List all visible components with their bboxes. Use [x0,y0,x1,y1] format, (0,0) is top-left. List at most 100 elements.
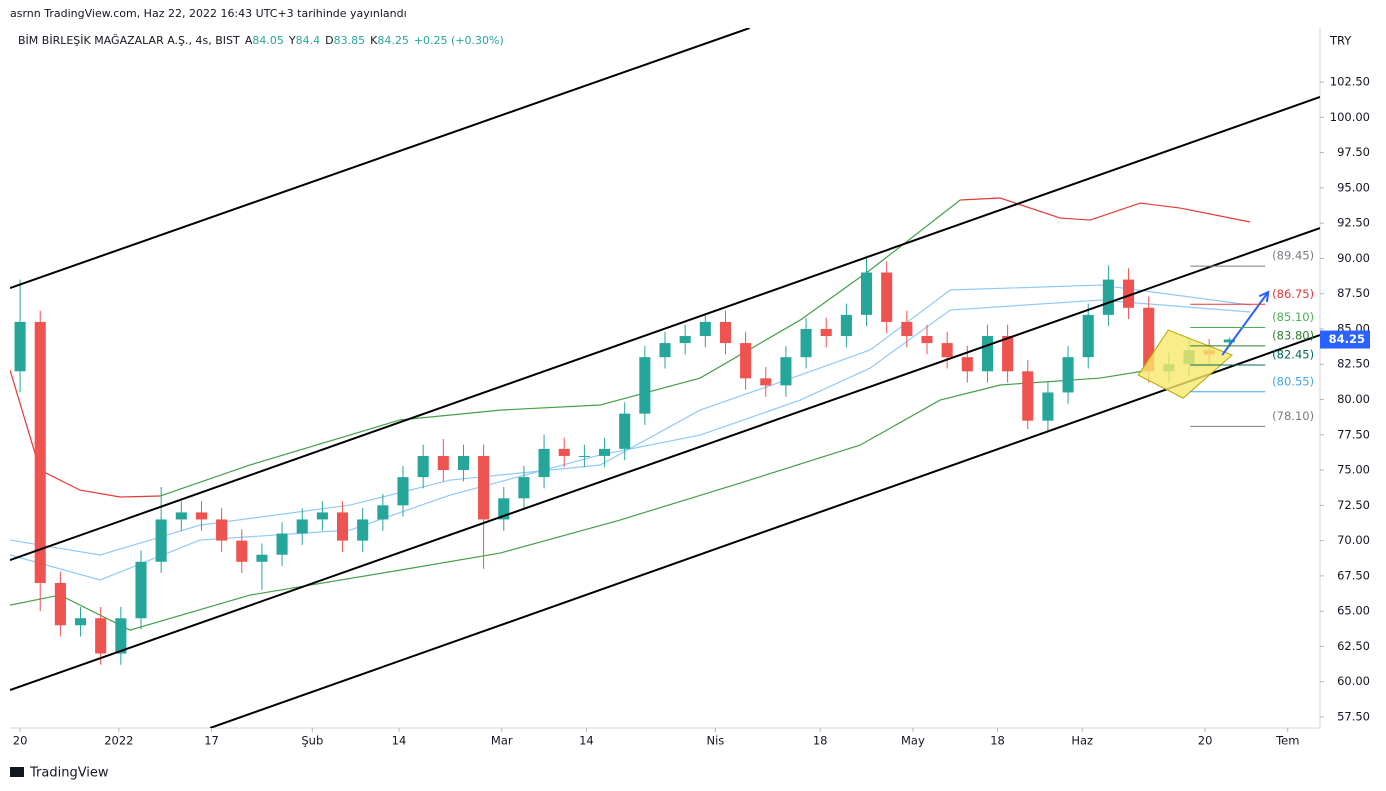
x-tick-label: 18 [813,734,828,748]
x-tick-label: Şub [301,734,323,748]
trendline [209,334,1320,728]
low-value: 83.85 [334,34,366,47]
x-tick-label: 18 [990,734,1005,748]
open-label: A [245,34,253,47]
candle-body [921,336,933,344]
candle-body [740,343,752,379]
candle-body [336,512,349,541]
x-tick-label: Mar [491,734,513,748]
logo-text: TradingView [29,766,109,781]
symbol: BİM BİRLEŞİK MAĞAZALAR A.Ş., 4s, BIST [18,34,240,47]
candle-body [498,498,510,520]
candle-body [216,519,228,541]
published: asrnn TradingView.com, Haz 22, 2022 16:4… [10,7,407,20]
candle-body [1122,279,1135,308]
candle-body [820,328,832,337]
band-line [10,284,1251,556]
candle-body [1002,336,1014,372]
candle-body [1223,339,1235,343]
x-tick-label: 14 [392,734,407,748]
candle-body [578,455,590,457]
level-label: (86.75) [1272,287,1314,301]
high-value: 84.4 [296,34,321,47]
x-tick-label: Nis [706,734,724,748]
x-tick-label: 20 [13,734,28,748]
y-tick-label: 95.00 [1337,180,1370,194]
candle-body [397,477,409,506]
candle-body [34,321,46,583]
change: +0.25 (+0.30%) [414,34,504,47]
high-label: Y [288,34,296,47]
x-tick-label: 2022 [104,734,133,748]
close-label: K [370,34,378,47]
y-tick-label: 82.50 [1337,357,1370,371]
candle-body [598,448,611,456]
y-tick-label: 100.00 [1330,110,1370,124]
candle-body [719,321,732,344]
candle-body [175,512,187,520]
candle-body [437,455,449,471]
band-line [10,369,1151,631]
price-tag-label: 84.25 [1329,332,1365,346]
candle-body [538,448,550,478]
level-label: (82.45) [1272,347,1314,361]
candle-body [1022,371,1034,421]
candle-body [1042,392,1054,421]
level-label: (83.80) [1272,328,1314,342]
x-tick-label: 14 [579,734,594,748]
logo: TradingView [10,766,109,781]
x-tick-label: Tem [1275,734,1299,748]
candle-body [961,357,973,372]
candle-body [760,378,772,386]
candle-body [881,272,893,322]
candle-body [236,540,248,562]
candle-body [316,512,328,520]
band-line [10,299,1251,581]
candle-body [800,328,812,358]
candle-body [377,505,389,520]
candle-body [296,519,308,534]
y-tick-label: 92.50 [1337,216,1370,230]
y-tick-label: 65.00 [1337,604,1370,618]
open-value: 84.05 [252,34,284,47]
candle-body [1062,357,1074,393]
candle-body [518,477,530,499]
low-label: D [325,34,333,47]
candle-body [699,321,711,337]
candle-body [860,272,873,315]
candle-body [417,455,429,478]
symbol-line: BİM BİRLEŞİK MAĞAZALAR A.Ş., 4s, BIST A84… [18,34,504,47]
candle-body [558,448,570,456]
trendline [10,227,1320,691]
y-tick-label: 72.50 [1337,498,1370,512]
trendline [10,28,750,289]
close-value: 84.25 [377,34,409,47]
pattern-shape [1137,329,1234,399]
y-tick-label: 60.00 [1337,674,1370,688]
y-tick-label: 102.50 [1330,75,1370,89]
arrow-head [1258,290,1270,303]
trendline [10,96,1320,562]
candle-body [639,357,651,414]
band-line [10,369,160,498]
y-tick-label: 70.00 [1337,533,1370,547]
level-label: (89.45) [1272,249,1314,263]
level-label: (85.10) [1272,310,1314,324]
y-tick-label: 80.00 [1337,392,1370,406]
candle-body [901,321,913,337]
y-tick-label: 77.50 [1337,427,1370,441]
candle-body [1102,279,1114,315]
candle-body [1143,307,1155,372]
candle-body [679,336,691,344]
price-tag [1320,330,1370,349]
candle-body [1082,314,1094,358]
candle-body [357,519,369,541]
candle-body [135,561,147,619]
candle-body [115,618,127,654]
logo-icon [10,767,24,777]
candle-body [256,554,268,562]
candle-body [54,582,66,626]
x-tick-label: May [901,734,925,748]
